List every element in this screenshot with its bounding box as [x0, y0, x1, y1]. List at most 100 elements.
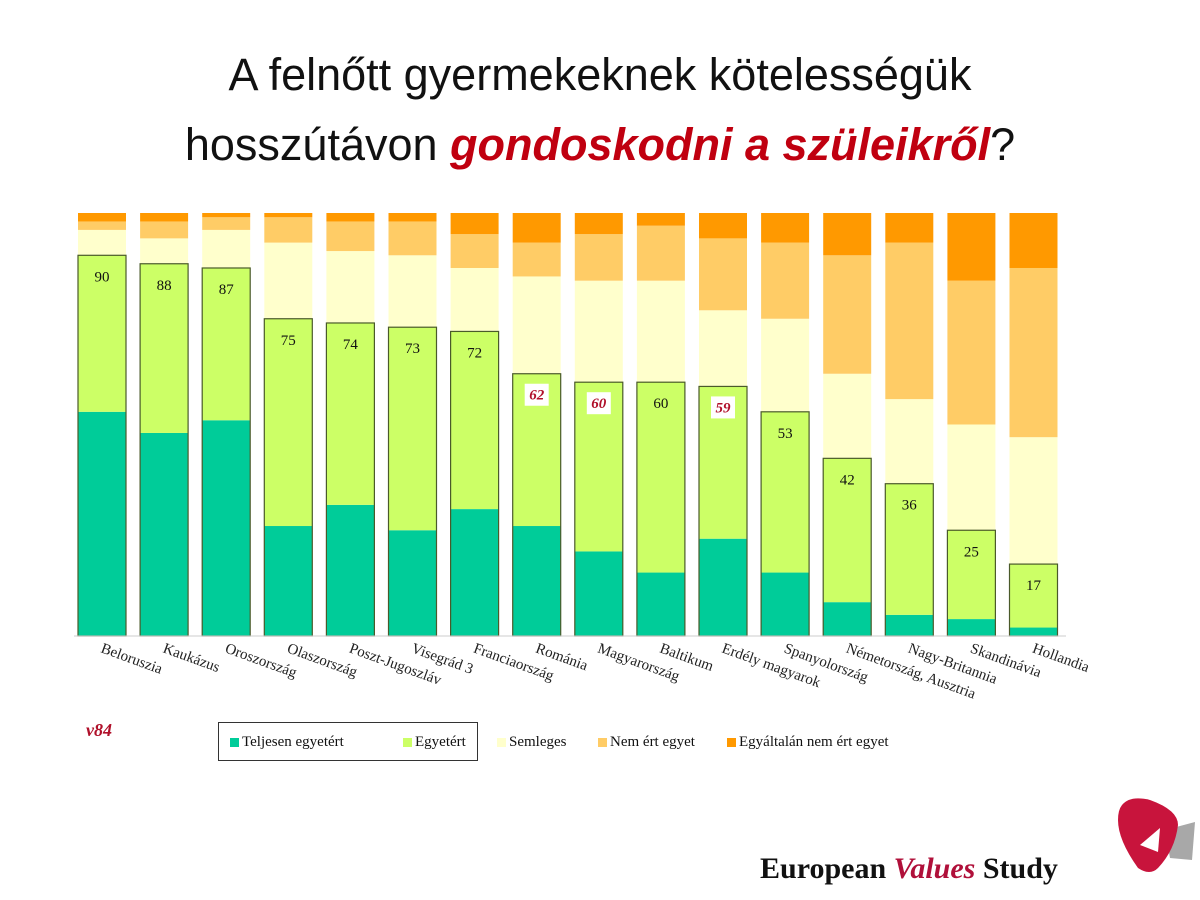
x-tick-label: Beloruszia: [99, 641, 165, 678]
legend-label: Egyáltalán nem ért egyet: [739, 734, 889, 750]
data-label: 87: [219, 282, 235, 298]
bar-segment-4: [699, 213, 747, 239]
data-label: 73: [405, 341, 420, 357]
bar-segment-2: [823, 373, 872, 459]
legend-swatch-icon: [497, 738, 506, 747]
bar-segment-1: [1009, 564, 1058, 628]
bar-segment-0: [761, 572, 810, 636]
data-label: 59: [716, 400, 732, 416]
bar-segment-4: [947, 213, 996, 281]
bar-segment-0: [202, 420, 251, 636]
bar-segment-2: [326, 251, 375, 323]
bar-segment-4: [450, 213, 499, 235]
data-label: 36: [902, 498, 918, 514]
legend-label: Nem ért egyet: [610, 734, 695, 750]
x-tick-label: Olaszország: [285, 641, 360, 681]
bar-segment-2: [636, 280, 685, 383]
bar-segment-2: [78, 229, 126, 256]
bar-segment-3: [512, 242, 561, 277]
bar-segment-1: [264, 318, 313, 527]
bar-segment-1: [761, 411, 810, 573]
bar-segment-1: [140, 263, 189, 433]
legend-label: Teljesen egyetért: [242, 734, 344, 750]
bar-segment-3: [823, 255, 872, 374]
evs-brand-text: European Values Study: [760, 852, 1058, 886]
bar-segment-4: [636, 213, 685, 226]
bar-segment-2: [574, 280, 623, 383]
legend-swatch-icon: [230, 738, 239, 747]
bar-segment-4: [326, 213, 375, 222]
bar-segment-3: [636, 225, 685, 281]
data-label-bg: [524, 383, 549, 406]
bar-segment-3: [450, 234, 499, 268]
bar-segment-1: [823, 458, 872, 603]
bar-segment-0: [512, 526, 561, 636]
bar-segment-0: [574, 551, 623, 636]
x-tick-label: Kaukázus: [161, 641, 222, 676]
slide-title-line1: A felnőtt gyermekeknek kötelességük: [228, 49, 972, 100]
legend-box: [218, 722, 478, 761]
bar-segment-0: [78, 411, 126, 636]
bar-segment-1: [326, 322, 375, 505]
data-label: 74: [343, 337, 359, 353]
title-highlight: gondoskodni a szüleikről: [450, 119, 991, 170]
data-label: 25: [964, 544, 979, 560]
legend-label: Semleges: [509, 734, 567, 750]
title-suffix: ?: [990, 119, 1016, 170]
bar-segment-4: [885, 213, 934, 243]
bar-segment-4: [512, 213, 561, 243]
slide-title-line2: hosszútávon gondoskodni a szüleikről?: [0, 110, 1200, 180]
bar-segment-0: [1009, 627, 1058, 636]
bar-segment-1: [202, 267, 251, 421]
bar-segment-0: [947, 619, 996, 636]
bar-segment-0: [450, 509, 499, 636]
bar-segment-2: [450, 267, 499, 332]
legend-item: Nem ért egyet: [598, 734, 695, 751]
bar-segment-4: [761, 213, 810, 243]
data-label-bg: [586, 392, 611, 415]
data-label: 72: [467, 345, 482, 361]
legend-swatch-icon: [598, 738, 607, 747]
bar-segment-0: [699, 538, 747, 636]
bar-segment-3: [885, 242, 934, 400]
bar-segment-3: [202, 217, 251, 230]
variable-code: v84: [86, 720, 112, 740]
bar-segment-3: [388, 221, 437, 256]
legend-label: Egyetért: [415, 734, 466, 750]
bar-segment-0: [326, 504, 375, 636]
data-label: 53: [778, 426, 793, 442]
bar-segment-2: [885, 399, 934, 484]
bar-segment-0: [636, 572, 685, 636]
data-label: 42: [840, 472, 855, 488]
data-label: 17: [1026, 578, 1042, 594]
bar-segment-4: [1009, 213, 1058, 268]
bar-segment-4: [78, 213, 126, 222]
bar-segment-1: [388, 327, 437, 531]
bar-segment-2: [264, 242, 313, 319]
bar-segment-3: [699, 238, 747, 311]
brand-text-3: Study: [975, 852, 1058, 885]
bar-segment-0: [885, 614, 934, 636]
legend-item: Egyetért: [403, 734, 466, 751]
title-prefix: hosszútávon: [184, 119, 451, 170]
bar-segment-0: [823, 602, 872, 636]
bar-segment-3: [761, 242, 810, 319]
legend-item: Teljesen egyetért: [230, 734, 344, 751]
data-label: 60: [591, 396, 607, 412]
bar-segment-3: [326, 221, 375, 252]
brand-text-1: European: [760, 852, 894, 885]
bar-segment-4: [574, 213, 623, 235]
bar-segment-4: [264, 213, 313, 218]
bar-segment-2: [699, 310, 747, 387]
bar-segment-0: [264, 526, 313, 636]
data-label: 60: [653, 396, 668, 412]
legend-swatch-icon: [727, 738, 736, 747]
bar-segment-4: [202, 213, 251, 218]
bar-segment-2: [140, 238, 189, 264]
bar-segment-4: [388, 213, 437, 222]
bar-segment-2: [512, 276, 561, 374]
bar-segment-1: [947, 530, 996, 620]
bar-segment-3: [1009, 267, 1058, 438]
bar-segment-2: [947, 424, 996, 531]
